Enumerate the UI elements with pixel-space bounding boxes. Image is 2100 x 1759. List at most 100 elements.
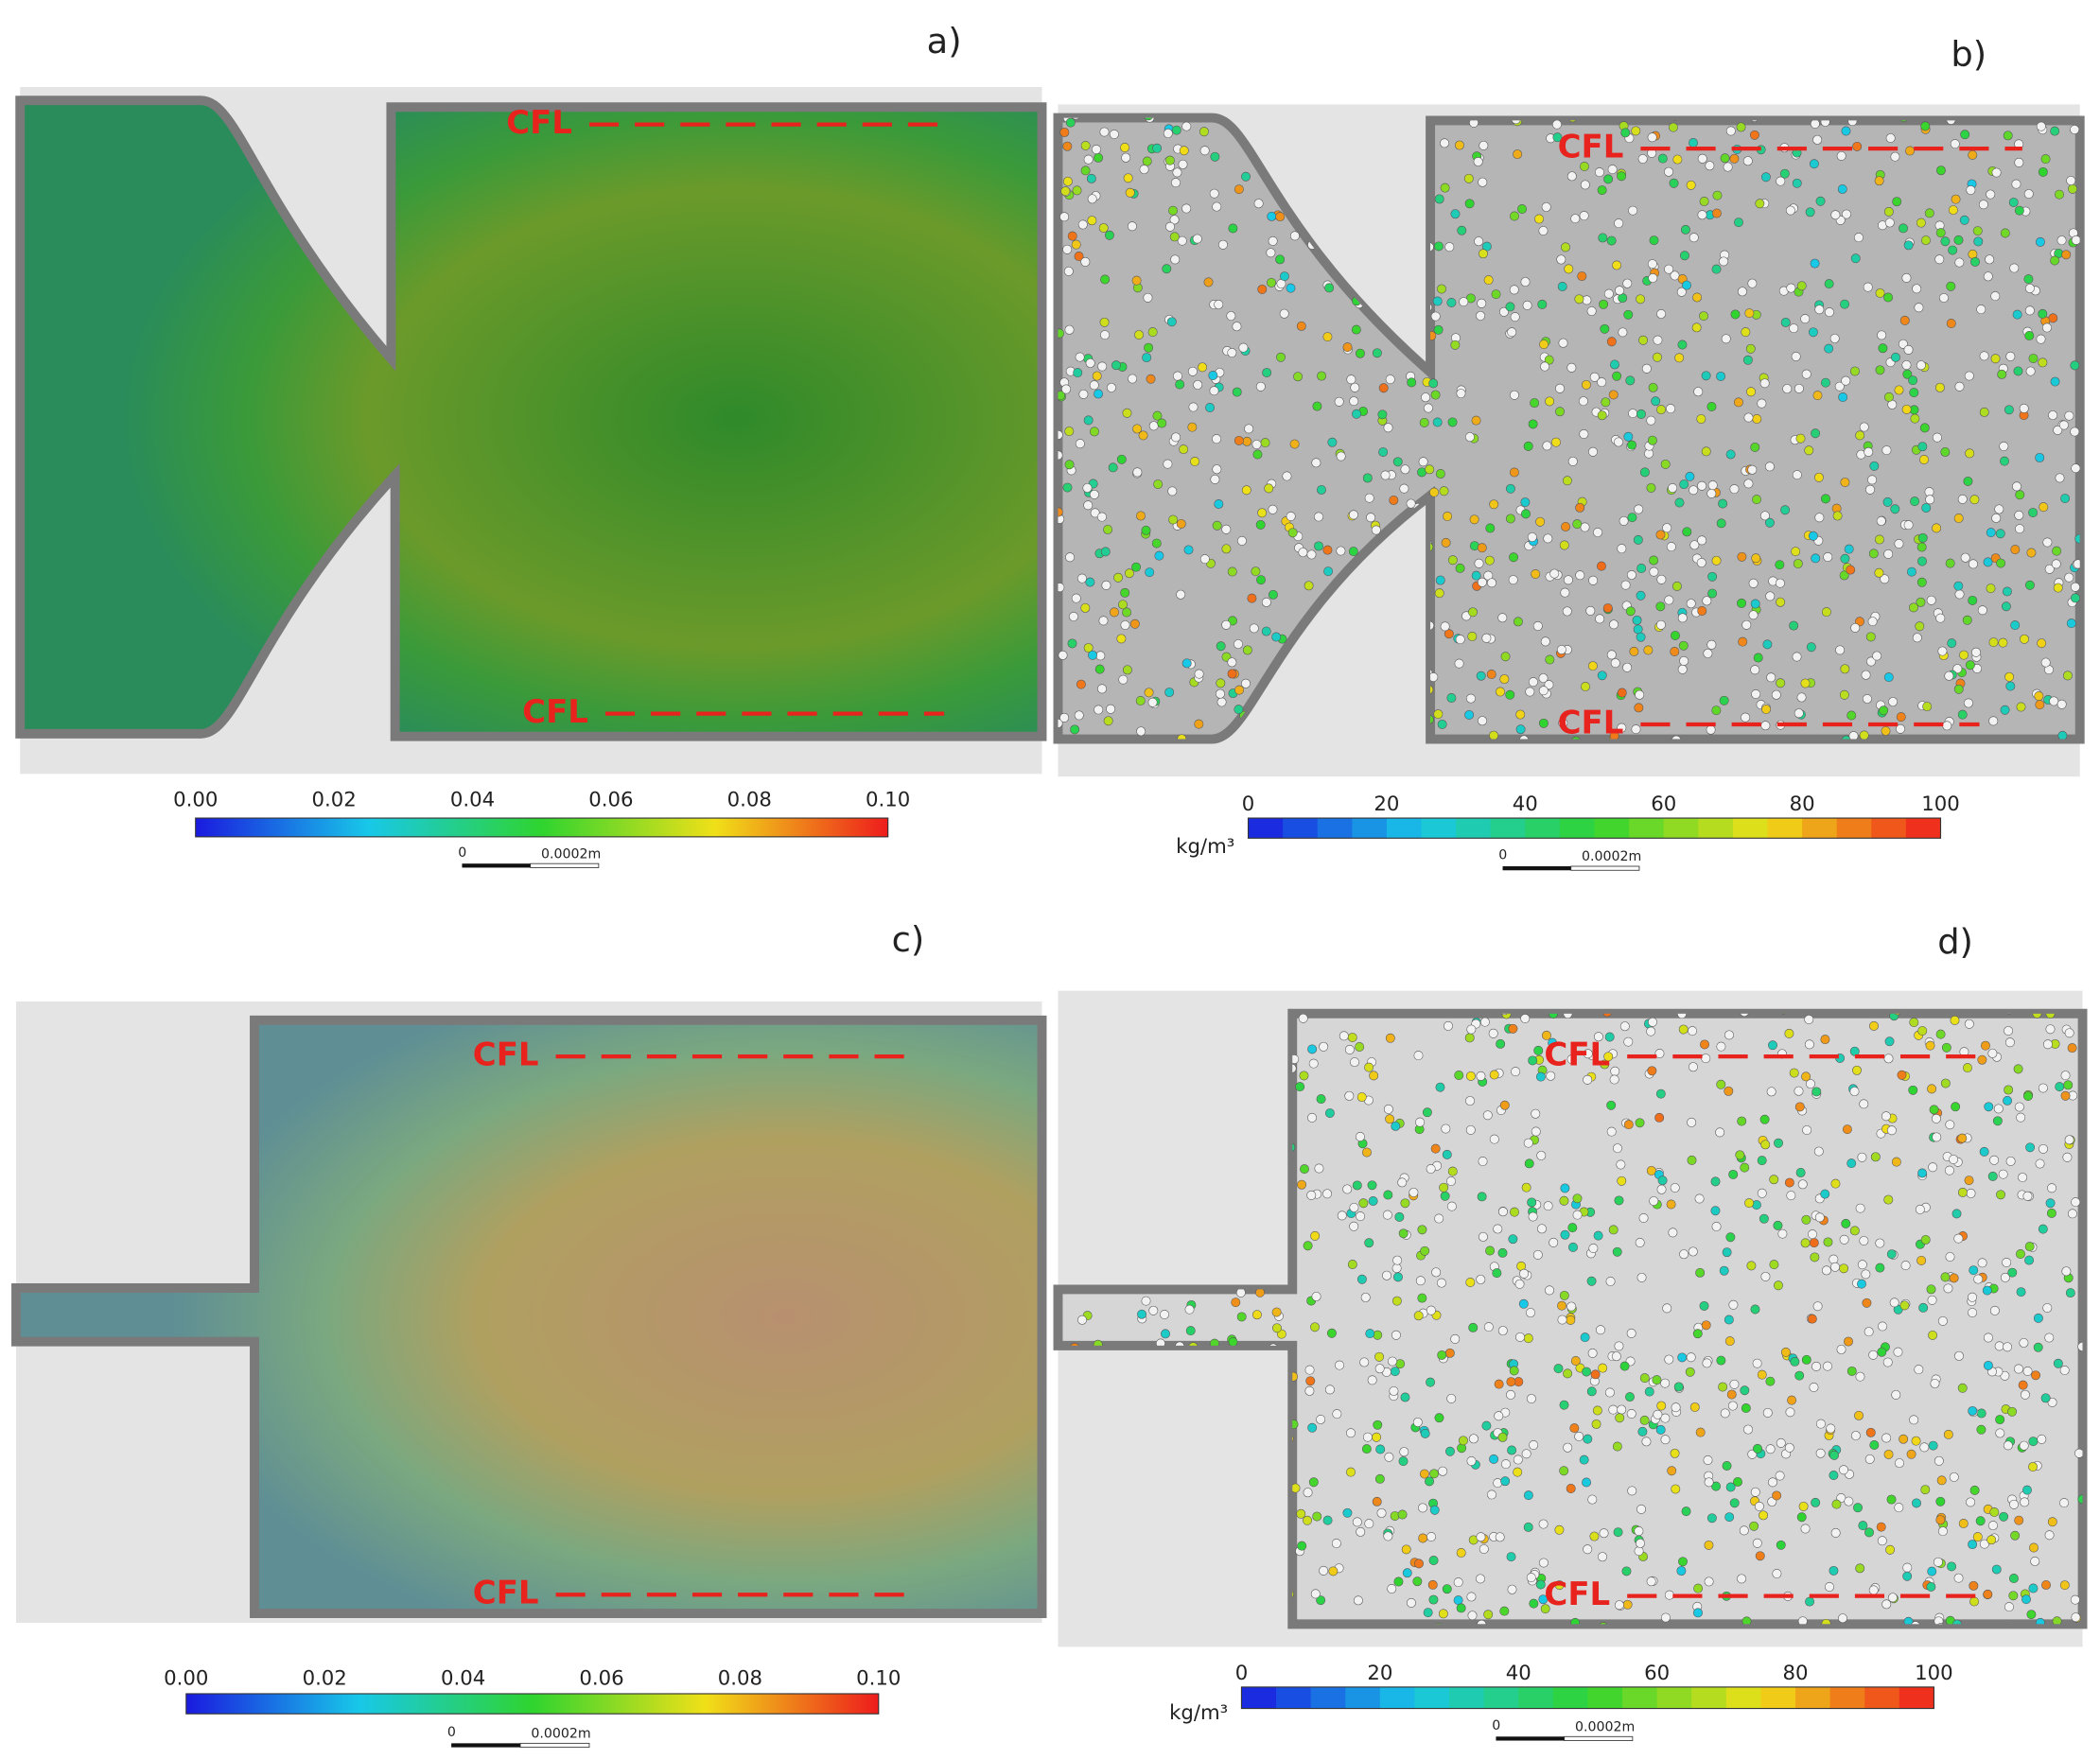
particle (1882, 496, 1893, 507)
particle (1446, 1393, 1457, 1403)
particle (2011, 179, 2021, 189)
particle (1240, 678, 1251, 688)
particle (1075, 439, 1085, 449)
particle (1586, 306, 1597, 316)
particle (1840, 664, 1850, 674)
particle (1790, 1356, 1800, 1367)
particle (1853, 233, 1864, 243)
particle (1609, 1074, 1619, 1085)
particle (1097, 684, 1107, 694)
particle (1972, 226, 1983, 236)
particle (1735, 1150, 1745, 1160)
particle (1685, 1367, 1695, 1377)
colorbar-tick-label: 0.08 (727, 789, 772, 812)
particle (1664, 1590, 1674, 1600)
colorbar-tick-label: 0.06 (579, 1666, 623, 1690)
particle (1656, 1184, 1667, 1194)
particle (1627, 513, 1637, 523)
particle (1395, 1359, 1406, 1369)
particle (1951, 1209, 1962, 1219)
particle (1398, 1456, 1409, 1467)
particle (1865, 484, 1875, 495)
particle (1349, 510, 1358, 520)
particle (1479, 1017, 1490, 1027)
particle (1611, 1351, 1621, 1362)
particle (1802, 1125, 1812, 1135)
particle (1369, 1071, 1379, 1081)
particle (2003, 1342, 2013, 1352)
particle (1987, 1171, 1998, 1181)
particle (1297, 1541, 1307, 1551)
particle (1972, 1532, 1983, 1542)
particle (2009, 1499, 2020, 1509)
particle (1271, 1323, 1282, 1333)
particle (1779, 168, 1790, 179)
particle (1746, 387, 1756, 397)
particle (1934, 382, 1945, 392)
particle (1637, 154, 1648, 164)
particle (1699, 1300, 1709, 1311)
particle (1935, 613, 1946, 623)
particle (1909, 1415, 1919, 1425)
particle (2019, 1440, 2029, 1451)
particle (1960, 130, 1970, 140)
particle (1489, 1070, 1499, 1080)
particle (1264, 483, 1274, 494)
particle (1776, 678, 1786, 688)
particle (1666, 542, 1676, 552)
particle (1499, 674, 1510, 685)
particle (1976, 305, 1986, 315)
particle (1793, 559, 1803, 569)
particle (1750, 599, 1760, 609)
particle (1428, 1556, 1439, 1565)
particle (1722, 1247, 1732, 1258)
particle (1393, 1576, 1404, 1587)
particle (1106, 704, 1116, 714)
particle (2016, 1287, 2026, 1297)
particle (1748, 578, 1759, 588)
particle (1936, 1475, 1947, 1486)
particle (2028, 354, 2039, 363)
particle (1482, 1110, 1493, 1121)
particle (1058, 391, 1066, 401)
particle (1423, 1608, 1433, 1618)
particle (1954, 589, 1965, 600)
particle (1981, 1040, 1990, 1051)
particle (1945, 1252, 1955, 1262)
particle (1271, 1307, 1282, 1317)
particle (1695, 1427, 1706, 1437)
particle (1216, 697, 1227, 707)
particle (1275, 212, 1286, 222)
particle (1657, 153, 1668, 164)
particle (1515, 1332, 1525, 1342)
particle (2061, 250, 2072, 260)
particle (2009, 263, 2020, 273)
particle (1902, 1562, 1913, 1573)
colorbar-tick-label: 0.00 (173, 789, 218, 812)
particle (1971, 647, 1981, 657)
particle (1903, 520, 1914, 531)
particle (1062, 141, 1073, 151)
particle (1322, 1189, 1333, 1199)
particle (1456, 389, 1466, 399)
particle (1521, 1182, 1531, 1193)
particle (1319, 1565, 1329, 1576)
particle (1082, 482, 1093, 493)
particle (1840, 299, 1850, 309)
particle (1157, 418, 1167, 428)
particles (1058, 117, 2080, 740)
particle (1289, 231, 1300, 241)
particle (1355, 1042, 1365, 1052)
particle (1538, 686, 1549, 696)
particle (1507, 1584, 1517, 1594)
particle (1181, 203, 1192, 214)
particle (1852, 1065, 1862, 1075)
particle (1625, 375, 1636, 386)
particle (1679, 1249, 1689, 1260)
particle (1588, 1244, 1599, 1253)
particle (1316, 484, 1326, 495)
particle (1566, 1054, 1577, 1065)
particle (1883, 392, 1894, 402)
particle (1557, 1315, 1567, 1325)
particle (1212, 464, 1222, 475)
